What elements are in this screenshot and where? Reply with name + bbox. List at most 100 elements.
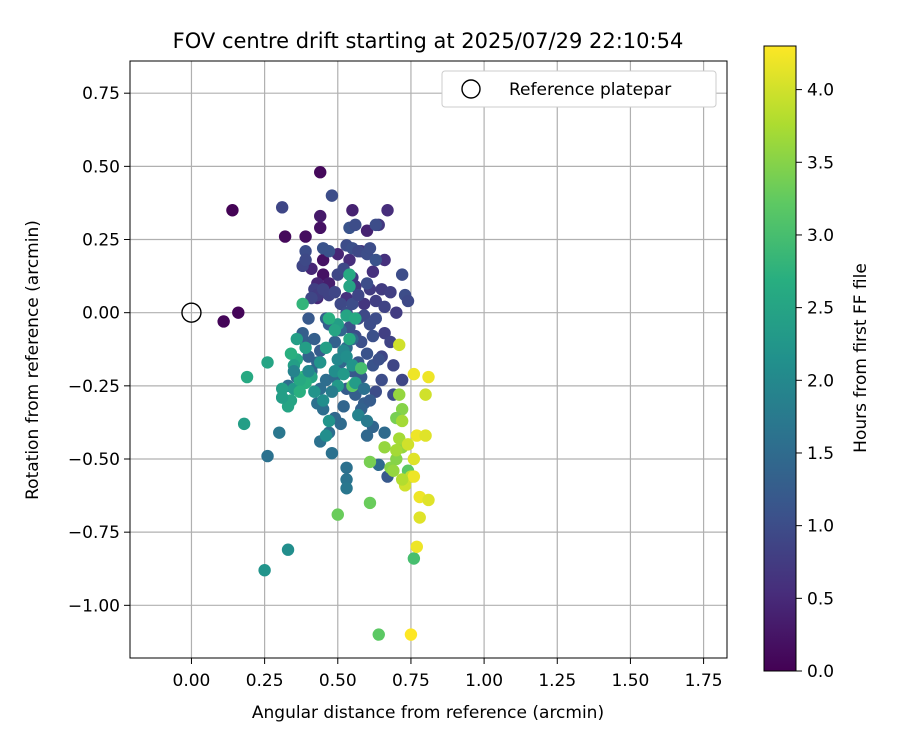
- colorbar-label: Hours from first FF file: [851, 263, 871, 453]
- data-point: [407, 367, 421, 381]
- data-point: [381, 204, 394, 217]
- data-point: [390, 444, 403, 457]
- data-point: [325, 446, 339, 460]
- data-point: [334, 297, 347, 311]
- colorbar-tick-label: 2.5: [807, 299, 834, 319]
- data-point: [325, 385, 339, 398]
- data-point: [369, 385, 383, 398]
- data-point: [314, 221, 327, 235]
- data-point: [281, 543, 295, 556]
- data-point: [422, 493, 435, 507]
- x-tick-label: 1.00: [465, 671, 503, 691]
- data-point: [363, 242, 377, 255]
- data-point: [322, 312, 336, 325]
- data-point: [343, 332, 356, 346]
- y-axis-ticks: 0.75 0.50 0.25 0.00 −0.25 −0.50 −0.75 −1.00: [68, 84, 130, 616]
- data-point: [369, 312, 383, 325]
- data-point: [360, 429, 374, 442]
- data-point: [299, 245, 312, 258]
- y-tick-label: −1.00: [68, 596, 120, 616]
- data-point: [363, 455, 377, 469]
- data-point: [322, 245, 336, 258]
- data-point: [407, 470, 421, 483]
- data-point: [387, 464, 400, 477]
- x-tick-label: 0.25: [246, 671, 284, 691]
- colorbar-tick-label: 0.0: [807, 662, 834, 682]
- data-point: [395, 414, 409, 428]
- data-point: [378, 441, 391, 454]
- y-tick-label: 0.25: [82, 231, 120, 251]
- data-point: [369, 253, 383, 267]
- data-point: [319, 341, 333, 354]
- data-point: [340, 473, 353, 486]
- x-tick-label: 0.00: [173, 671, 211, 691]
- data-point: [357, 297, 371, 311]
- data-point: [349, 376, 362, 390]
- data-point: [352, 288, 365, 302]
- legend-marker-icon: [461, 79, 481, 99]
- colorbar: [763, 45, 797, 672]
- data-point: [287, 365, 301, 378]
- data-point: [328, 324, 342, 337]
- data-point: [293, 373, 306, 387]
- colorbar-tick-label: 1.5: [807, 444, 834, 464]
- data-point: [375, 373, 388, 387]
- data-point: [393, 432, 406, 445]
- data-point: [390, 306, 403, 319]
- data-point: [340, 461, 353, 474]
- data-point: [319, 429, 333, 442]
- data-point: [302, 365, 315, 378]
- data-point: [240, 370, 254, 384]
- data-point: [328, 285, 342, 299]
- data-point: [343, 253, 356, 267]
- legend-label: Reference platepar: [509, 80, 671, 100]
- x-tick-label: 0.75: [392, 671, 430, 691]
- data-point: [354, 362, 368, 375]
- data-point: [410, 429, 423, 442]
- data-point: [419, 429, 432, 442]
- data-point: [422, 370, 435, 384]
- x-tick-label: 1.25: [538, 671, 576, 691]
- colorbar-tick-label: 3.0: [807, 226, 834, 246]
- colorbar-tick-label: 0.5: [807, 589, 834, 609]
- y-tick-label: 0.50: [82, 157, 120, 177]
- data-point: [393, 338, 406, 352]
- data-point: [290, 332, 304, 346]
- x-tick-label: 1.75: [685, 671, 723, 691]
- x-axis-label: Angular distance from reference (arcmin): [252, 703, 604, 723]
- y-tick-label: −0.25: [68, 377, 120, 397]
- data-point: [395, 473, 409, 486]
- data-point: [322, 414, 336, 428]
- data-point: [281, 400, 295, 413]
- data-point: [337, 400, 350, 413]
- colorbar-tick-label: 2.0: [807, 371, 834, 391]
- data-point: [308, 385, 321, 398]
- data-point: [378, 253, 391, 267]
- data-point: [275, 391, 289, 404]
- data-point: [308, 332, 321, 346]
- data-point: [314, 166, 327, 179]
- data-point: [410, 540, 423, 553]
- data-point: [404, 628, 418, 641]
- data-point: [305, 291, 318, 305]
- data-point: [346, 204, 359, 217]
- data-point: [278, 230, 292, 243]
- legend-box: [441, 70, 717, 108]
- data-point: [316, 268, 330, 281]
- data-point: [352, 408, 365, 422]
- reference-platepar-marker: [181, 302, 202, 323]
- data-point: [343, 280, 356, 293]
- data-point: [273, 426, 286, 439]
- data-point: [401, 294, 415, 308]
- data-point: [360, 347, 374, 360]
- data-point: [366, 265, 380, 278]
- data-points: [181, 166, 435, 641]
- data-point: [349, 312, 362, 325]
- data-point: [369, 218, 383, 232]
- y-axis-label: Rotation from reference (arcmin): [23, 220, 43, 500]
- data-point: [363, 394, 377, 407]
- data-point: [328, 335, 342, 349]
- y-tick-label: 0.00: [82, 304, 120, 324]
- chart-title: FOV centre drift starting at 2025/07/29 …: [173, 29, 684, 53]
- colorbar-tick-label: 1.0: [807, 517, 834, 537]
